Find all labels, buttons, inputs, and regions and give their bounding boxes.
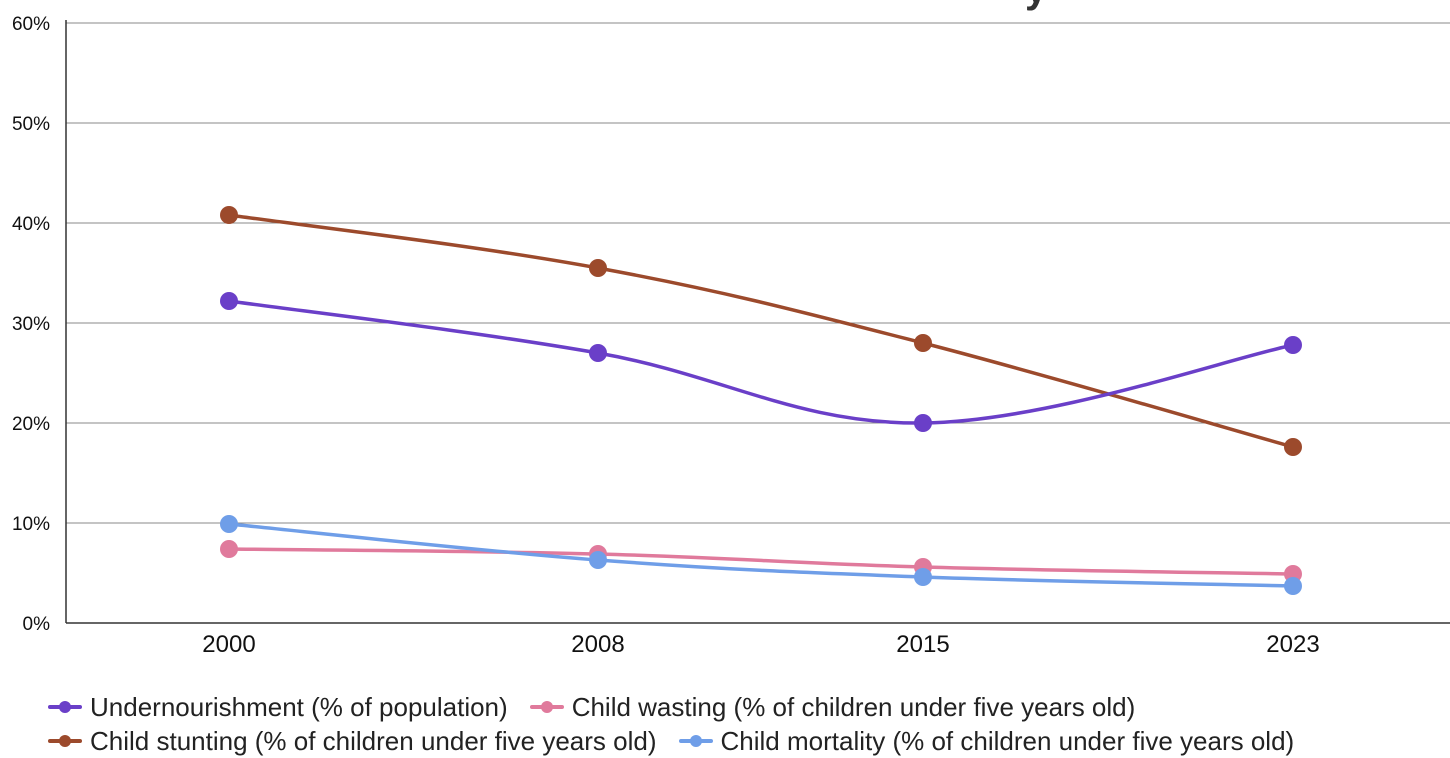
y-tick-label: 60% — [12, 14, 50, 35]
series-line — [227, 522, 1295, 588]
data-point — [914, 568, 932, 586]
series-3 — [220, 515, 1302, 595]
series-0 — [220, 292, 1302, 432]
series-line — [227, 299, 1295, 425]
legend-label: Child wasting (% of children under five … — [571, 692, 1136, 722]
legend-swatch-icon — [48, 734, 82, 748]
y-tick-label: 10% — [12, 514, 50, 535]
chart-title-fragment: y — [1025, 0, 1048, 11]
swatch-dot — [59, 735, 71, 747]
line-chart: 0% 10% 20% 30% 40% 50% 60% 2000 2008 2015 2023 y — [12, 0, 1450, 658]
x-tick-label: 2015 — [896, 631, 949, 658]
chart-area: 0% 10% 20% 30% 40% 50% 60% 2000 2008 2015 2023 y — [12, 0, 1450, 658]
legend: Undernourishment (% of population) Child… — [48, 690, 1448, 758]
legend-item-child-wasting[interactable]: Child wasting (% of children under five … — [529, 690, 1136, 724]
legend-label: Child mortality (% of children under fiv… — [720, 726, 1295, 756]
y-tick-label: 30% — [12, 314, 50, 335]
series-1 — [220, 540, 1302, 583]
y-tick-label: 20% — [12, 414, 50, 435]
x-tick-label: 2008 — [571, 631, 624, 658]
data-point — [220, 540, 238, 558]
legend-swatch-icon — [48, 700, 82, 714]
y-tick-label: 0% — [23, 614, 51, 635]
data-point — [1284, 438, 1302, 456]
legend-swatch-icon — [678, 734, 713, 748]
data-point — [589, 344, 607, 362]
data-point — [1284, 336, 1302, 354]
data-point — [1284, 577, 1302, 595]
series-2 — [220, 206, 1302, 456]
data-point — [589, 551, 607, 569]
swatch-dot — [59, 701, 71, 713]
legend-label: Undernourishment (% of population) — [90, 692, 508, 722]
legend-row-1: Undernourishment (% of population) Child… — [48, 690, 1448, 724]
data-point — [220, 515, 238, 533]
legend-item-undernourishment[interactable]: Undernourishment (% of population) — [48, 690, 508, 724]
data-point — [914, 414, 932, 432]
legend-label: Child stunting (% of children under five… — [90, 726, 657, 756]
legend-swatch-icon — [529, 700, 564, 714]
data-point — [220, 292, 238, 310]
series-line — [227, 547, 1295, 576]
x-tick-label: 2023 — [1266, 631, 1319, 658]
legend-item-child-mortality[interactable]: Child mortality (% of children under fiv… — [678, 724, 1295, 758]
y-tick-label: 40% — [12, 214, 50, 235]
gridlines — [66, 22, 1450, 524]
swatch-dot — [689, 735, 702, 747]
axes: 0% 10% 20% 30% 40% 50% 60% 2000 2008 2015 2023 — [12, 14, 1450, 658]
swatch-dot — [540, 701, 553, 713]
data-point — [914, 334, 932, 352]
data-point — [220, 206, 238, 224]
series-line — [227, 213, 1295, 449]
series-lines — [220, 206, 1302, 595]
y-tick-label: 50% — [12, 114, 50, 135]
data-point — [589, 259, 607, 277]
legend-item-child-stunting[interactable]: Child stunting (% of children under five… — [48, 724, 657, 758]
legend-row-2: Child stunting (% of children under five… — [48, 724, 1448, 758]
x-tick-label: 2000 — [202, 631, 255, 658]
